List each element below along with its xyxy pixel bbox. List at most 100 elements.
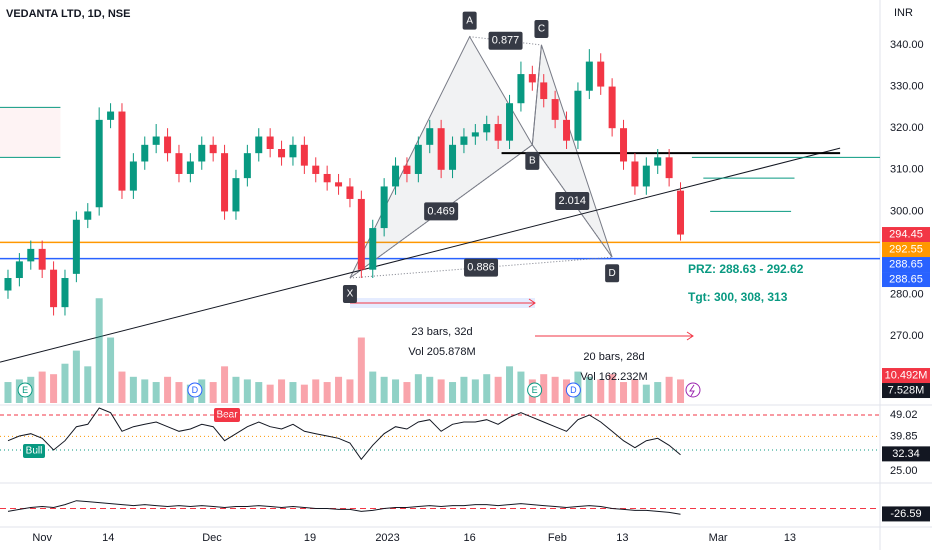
volume-bar	[175, 382, 183, 403]
candle-body	[403, 165, 411, 174]
candle-body	[665, 157, 673, 179]
price-tag-label: 288.65	[889, 273, 923, 285]
candle-body	[243, 153, 251, 179]
candle-body	[186, 161, 194, 174]
volume-bar	[95, 298, 103, 403]
candle-body	[506, 103, 514, 141]
candle-body	[129, 161, 137, 191]
volume-bar	[369, 371, 377, 403]
ratio-line	[531, 144, 613, 258]
y-tick-label: 270.00	[890, 330, 924, 342]
rsi-level-label: 49.02	[890, 409, 918, 421]
event-label: E	[22, 385, 28, 395]
price-tag	[882, 506, 930, 522]
candle-body	[278, 148, 286, 158]
candle-body	[72, 219, 80, 274]
candle-body	[4, 278, 12, 291]
volume-bar	[551, 376, 559, 403]
price-tag-label: 294.45	[889, 228, 923, 240]
volume-bar	[642, 384, 650, 403]
candle-body	[449, 144, 457, 170]
candle-body	[654, 157, 662, 166]
rsi-level-label: 39.85	[890, 430, 918, 442]
ratio-box	[555, 192, 590, 211]
osc-line	[7, 500, 681, 515]
volume-bar	[50, 374, 58, 403]
y-tick-label: 320.00	[890, 122, 924, 134]
price-tag-label: 292.55	[889, 243, 923, 255]
volume-bar	[221, 366, 229, 403]
bull-signal	[23, 444, 45, 458]
volume-bar	[232, 376, 240, 403]
candle-body	[494, 124, 502, 141]
price-tag-label: 10.492M	[885, 369, 928, 381]
volume-bar	[437, 379, 445, 403]
candle-body	[357, 198, 365, 270]
range-arrow-head	[686, 331, 694, 341]
ratio-label: 2.014	[558, 195, 586, 207]
y-tick-label: 310.00	[890, 164, 924, 176]
candle-body	[164, 136, 172, 154]
candle-body	[460, 136, 468, 145]
volume-bar	[84, 366, 92, 403]
x-tick-label: 16	[464, 532, 476, 544]
candle-body	[84, 211, 92, 220]
candle-body	[585, 61, 593, 91]
candle-body	[471, 132, 479, 137]
pattern-point-label: A	[466, 15, 473, 26]
volume-bar	[278, 379, 286, 403]
x-tick-label: 2023	[375, 532, 399, 544]
volume-bar	[392, 379, 400, 403]
pattern-point-box	[605, 264, 620, 283]
pattern-point-box	[525, 151, 540, 170]
price-tag	[882, 446, 930, 462]
x-tick-label: Mar	[709, 532, 728, 544]
volume-bar	[4, 382, 12, 403]
ratio-line	[349, 256, 613, 279]
volume-bar	[449, 382, 457, 403]
volume-bar	[255, 382, 263, 403]
volume-bar	[654, 382, 662, 403]
volume-bar	[483, 374, 491, 403]
volume-bar	[471, 379, 479, 403]
candle-body	[620, 128, 628, 162]
candle-body	[414, 144, 422, 174]
candle-body	[118, 111, 126, 191]
price-tag	[882, 383, 930, 399]
candle-body	[426, 128, 434, 145]
pattern-leg	[531, 44, 542, 145]
volume-bar	[118, 371, 126, 403]
volume-bar	[61, 363, 69, 403]
volume-bar	[323, 382, 331, 403]
event-label: D	[570, 385, 577, 395]
candle-body	[380, 186, 388, 229]
pattern-point-label: D	[609, 268, 616, 279]
volume-bar	[403, 382, 411, 403]
volume-bar	[72, 350, 80, 403]
volume-bar	[608, 374, 616, 403]
volume-bar	[506, 366, 514, 403]
volume-bar	[152, 382, 160, 403]
range-label: Vol 205.878M	[408, 346, 475, 358]
x-tick-label: 14	[102, 532, 114, 544]
event-icon	[565, 382, 581, 398]
candle-body	[38, 248, 46, 270]
zone	[0, 107, 61, 158]
volume-bar	[289, 382, 297, 403]
x-tick-label: 19	[304, 532, 316, 544]
candle-body	[266, 136, 274, 149]
price-tag	[882, 257, 930, 273]
x-tick-label: Dec	[202, 532, 222, 544]
price-tag-label: -26.59	[890, 508, 921, 520]
price-tag	[882, 272, 930, 288]
candle-body	[312, 165, 320, 174]
volume-bar	[426, 376, 434, 403]
candle-body	[540, 82, 548, 100]
range-label: Vol 162.232M	[580, 371, 647, 383]
volume-bar	[597, 379, 605, 403]
candle-body	[107, 111, 115, 120]
volume-bar	[38, 371, 46, 403]
volume-bar	[665, 376, 673, 403]
candle-body	[289, 144, 297, 158]
ratio-box	[488, 31, 523, 50]
